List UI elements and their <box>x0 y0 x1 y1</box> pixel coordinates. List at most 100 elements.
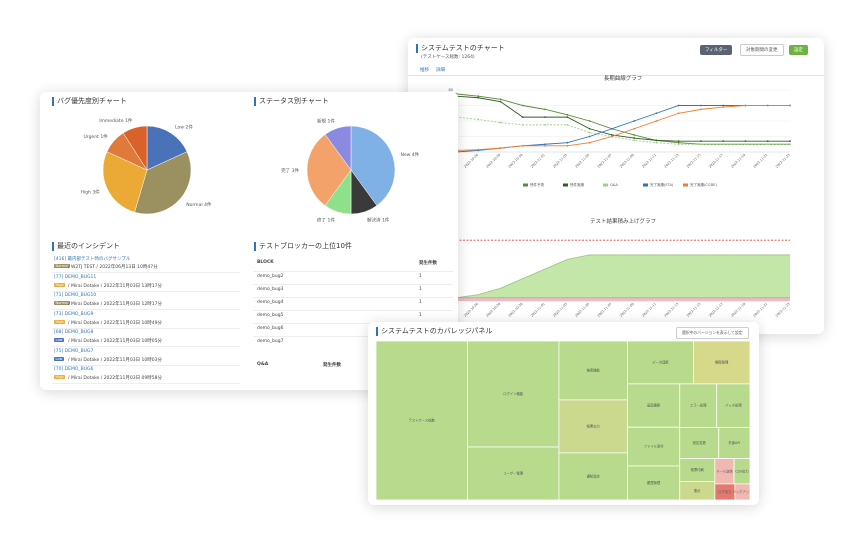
divider <box>408 75 824 76</box>
slice-label: Immediate 1件 <box>99 117 133 124</box>
treemap-label: 通知設定 <box>587 473 601 478</box>
point <box>477 148 480 151</box>
treemap-label: ログイン機能 <box>503 391 523 396</box>
pie-slice <box>350 125 396 206</box>
x-tick-label: 2022-10-28 <box>485 302 501 318</box>
point <box>499 121 502 124</box>
table-cell: 1 <box>419 300 422 305</box>
point <box>700 108 702 111</box>
incident-title: [75] DEMO_BUG7 <box>54 348 94 354</box>
point <box>477 96 480 99</box>
slice-value: 3件 <box>92 188 100 195</box>
point <box>477 95 480 98</box>
slice-category: High <box>80 189 90 195</box>
x-tick-label: 2022-11-21 <box>753 153 769 169</box>
point <box>744 104 747 107</box>
chart-title: 長期曲線グラフ <box>604 74 643 82</box>
incident-title: [416] 最内部テスト時のバグサンプル <box>54 257 131 262</box>
treemap-cell <box>627 383 681 428</box>
point <box>766 140 769 143</box>
filter-button[interactable]: フィルター <box>700 45 733 55</box>
x-tick-label: 2022-10-26 <box>463 302 479 318</box>
period-button[interactable]: 対象期間の変更 <box>740 44 784 56</box>
incident-badge: Low <box>54 338 65 342</box>
incident-badge: Normal <box>54 264 71 268</box>
y-tick-label: 80 <box>449 88 453 92</box>
point <box>744 140 747 143</box>
incident-meta: / Mirai Dotake / 2022年11月03日 12時17分 <box>68 302 162 307</box>
section-title: テストブロッカーの上位10件 <box>254 242 352 251</box>
incident-meta: / Mirai Dotake / 2022年11月03日 09時58分 <box>68 376 162 381</box>
slice-value: 1件 <box>125 117 133 124</box>
table-divider <box>253 284 453 285</box>
treemap-label: 履歴管理 <box>647 480 661 485</box>
point <box>655 139 658 142</box>
line <box>455 105 790 153</box>
table-divider <box>253 297 453 298</box>
incident-badge: High <box>54 319 66 324</box>
table-divider <box>253 310 453 311</box>
point <box>633 127 636 130</box>
table-cell: 1 <box>419 287 422 292</box>
treemap-cell <box>558 399 628 454</box>
incident-divider <box>52 290 240 292</box>
legend-swatch <box>643 183 648 187</box>
point <box>477 118 480 121</box>
point <box>744 143 747 146</box>
x-tick-label: 2022-10-26 <box>463 153 479 169</box>
point <box>588 120 591 122</box>
point <box>499 147 502 150</box>
legend-swatch <box>603 183 608 187</box>
panel-title: バグ優先度別チャート <box>52 97 127 106</box>
x-tick-label: 2022-11-09 <box>619 153 635 169</box>
slice-category: New <box>400 151 410 157</box>
settings-button[interactable]: 設定 <box>789 45 808 55</box>
treemap-label: データ連携 <box>652 359 669 364</box>
version-button[interactable]: 選択中のバージョンを表示して設定 <box>676 327 749 339</box>
line <box>455 95 790 142</box>
x-tick-label: 2022-11-07 <box>597 302 613 318</box>
point <box>566 123 569 126</box>
coverage-panel: システムテストのカバレッジパネル 選択中のバージョンを表示して設定 テストケース… <box>368 322 759 505</box>
x-tick-label: 2022-11-01 <box>530 153 546 169</box>
incident-badge: Low <box>54 356 65 361</box>
treemap-label: 設定変更 <box>693 440 707 445</box>
tab[interactable]: 推移 <box>420 68 429 73</box>
table-cell: 1 <box>419 274 422 279</box>
point <box>700 143 702 146</box>
slice-value: 2件 <box>185 123 193 130</box>
x-tick-label: 2022-10-30 <box>508 153 524 169</box>
point <box>633 120 636 122</box>
chart-panel: システムテストのチャート (テストケース総数: 1264) フィルター 対象期間… <box>408 38 824 334</box>
table-header: BLOCK <box>257 260 274 265</box>
treemap-cell <box>558 341 628 401</box>
legend-label: 完了実績(CODE) <box>690 182 717 187</box>
table-divider <box>253 336 453 337</box>
panel-title: システムテストのチャート <box>416 44 505 53</box>
slice-category: 新規 <box>317 117 326 124</box>
treemap-label: 帳票出力 <box>587 423 600 428</box>
point <box>610 134 613 136</box>
point <box>766 143 769 146</box>
slice-label: Low 2件 <box>175 123 193 130</box>
incident-badge: High <box>54 282 66 287</box>
pie-slice <box>324 125 352 171</box>
point <box>700 104 702 107</box>
legend-label: Q&A <box>610 183 618 187</box>
line <box>455 116 790 145</box>
slice-value: 4件 <box>412 150 420 157</box>
section-title: 最近のインシデント <box>52 242 120 251</box>
point <box>700 140 702 143</box>
point <box>655 112 658 115</box>
incident-meta: / W2TJ TEST / 2022年06月13日 10時47分 <box>68 265 158 270</box>
legend-swatch <box>683 183 688 187</box>
table-divider <box>253 323 453 324</box>
treemap-cell <box>718 427 750 460</box>
tab[interactable]: 詳細 <box>436 68 445 73</box>
x-tick-label: 2022-10-30 <box>508 302 524 318</box>
panel-title: ステータス別チャート <box>254 97 329 106</box>
x-tick-label: 2022-11-23 <box>775 302 791 318</box>
